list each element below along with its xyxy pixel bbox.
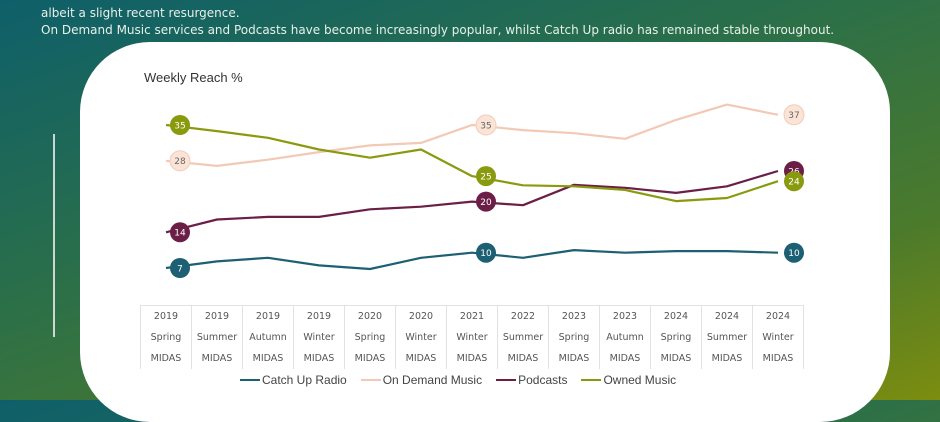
data-label: 37 — [788, 111, 799, 121]
data-point-marker — [169, 150, 191, 172]
x-axis-category-table: 2019 2019 2019 2019 2020 2020 2021 2022 2023 2023… — [140, 305, 804, 369]
data-label: 24 — [788, 178, 800, 188]
legend-item: Podcasts — [496, 373, 567, 387]
category-row: 2019 2019 2019 2019 2020 2020 2021 2022 2023 2023… — [140, 305, 804, 327]
x-tick-label: Autumn — [242, 327, 294, 348]
x-tick-label: Spring — [344, 327, 396, 348]
data-point-marker — [476, 242, 496, 263]
x-tick-label: Spring — [650, 327, 702, 348]
x-tick-label: 2023 — [599, 305, 651, 327]
x-tick-label: Winter — [752, 327, 804, 348]
legend-label: Owned Music — [603, 373, 677, 387]
intro-line-2: On Demand Music services and Podcasts ha… — [41, 23, 835, 37]
x-tick-label: MIDAS — [344, 348, 396, 369]
legend-item: On Demand Music — [360, 373, 483, 387]
data-label: 10 — [788, 249, 800, 259]
x-tick-label: Summer — [497, 327, 549, 348]
x-tick-label: Summer — [701, 327, 753, 348]
x-tick-label: Winter — [395, 327, 447, 348]
data-label: 7 — [177, 264, 183, 274]
legend-swatch — [496, 379, 517, 381]
data-label: 25 — [480, 172, 491, 182]
x-tick-label: 2022 — [497, 305, 549, 327]
x-tick-label: 2024 — [701, 305, 753, 327]
data-label: 20 — [480, 198, 492, 208]
data-point-marker — [784, 242, 804, 263]
data-label: 10 — [480, 249, 492, 259]
legend-swatch — [240, 379, 260, 381]
legend-label: Catch Up Radio — [262, 373, 347, 387]
data-point-marker — [784, 171, 804, 192]
x-tick-label: 2020 — [395, 305, 447, 327]
x-tick-label: Summer — [191, 327, 243, 348]
series-line — [165, 249, 779, 271]
data-label: 35 — [174, 121, 185, 131]
category-row: MIDAS MIDAS MIDAS MIDAS MIDAS MIDAS MIDAS MIDAS… — [140, 348, 804, 369]
x-tick-label: 2020 — [344, 305, 396, 327]
data-label: 28 — [174, 157, 186, 167]
legend-label: Podcasts — [518, 373, 568, 387]
data-point-marker — [783, 104, 805, 126]
data-point-marker — [170, 222, 190, 243]
data-point-marker — [476, 191, 496, 212]
legend-item: Owned Music — [581, 373, 676, 387]
legend-swatch — [360, 379, 381, 381]
series-line — [165, 103, 779, 167]
x-tick-label: Autumn — [599, 327, 651, 348]
series-on-demand-music: 28 35 37 — [165, 103, 805, 172]
x-tick-label: Winter — [446, 327, 498, 348]
x-tick-label: MIDAS — [446, 348, 498, 369]
x-tick-label: 2019 — [242, 305, 294, 327]
x-tick-label: 2024 — [752, 305, 804, 327]
legend-item: Catch Up Radio — [240, 373, 347, 387]
x-tick-label: Winter — [293, 327, 345, 348]
x-tick-label: MIDAS — [140, 348, 192, 369]
x-tick-label: 2021 — [446, 305, 498, 327]
x-tick-label: MIDAS — [497, 348, 549, 369]
line-chart: 71010283537142026352524 — [165, 103, 805, 278]
legend-label: On Demand Music — [382, 373, 483, 387]
series-line — [165, 169, 779, 234]
chart-legend: Catch Up Radio On Demand Music Podcasts Own… — [240, 373, 676, 387]
data-point-marker — [475, 114, 497, 136]
x-tick-label: MIDAS — [650, 348, 702, 369]
category-row: Spring Summer Autumn Winter Spring Winter Wint… — [140, 327, 804, 348]
x-tick-label: MIDAS — [191, 348, 243, 369]
data-label: 14 — [174, 229, 186, 239]
decorative-divider — [53, 134, 55, 337]
legend-swatch — [581, 379, 602, 381]
x-tick-label: 2024 — [650, 305, 702, 327]
intro-line-1: albeit a slight recent resurgence. — [41, 6, 240, 20]
series-catch-up-radio: 7 10 10 — [165, 242, 804, 278]
x-tick-label: 2019 — [191, 305, 243, 327]
x-tick-label: MIDAS — [752, 348, 804, 369]
x-tick-label: Spring — [140, 327, 192, 348]
x-tick-label: MIDAS — [242, 348, 294, 369]
data-point-marker — [170, 115, 190, 135]
x-tick-label: MIDAS — [701, 348, 753, 369]
x-tick-label: 2023 — [548, 305, 600, 327]
x-tick-label: 2019 — [140, 305, 192, 327]
x-tick-label: MIDAS — [293, 348, 345, 369]
data-label: 35 — [480, 121, 491, 131]
x-tick-label: MIDAS — [599, 348, 651, 369]
data-point-marker — [170, 258, 190, 278]
chart-title: Weekly Reach % — [144, 70, 243, 85]
x-tick-label: MIDAS — [395, 348, 447, 369]
series-line — [165, 123, 779, 203]
x-tick-label: MIDAS — [548, 348, 600, 369]
x-tick-label: 2019 — [293, 305, 345, 327]
x-tick-label: Spring — [548, 327, 600, 348]
data-point-marker — [476, 166, 496, 187]
series-owned-music: 35 25 24 — [165, 115, 804, 203]
